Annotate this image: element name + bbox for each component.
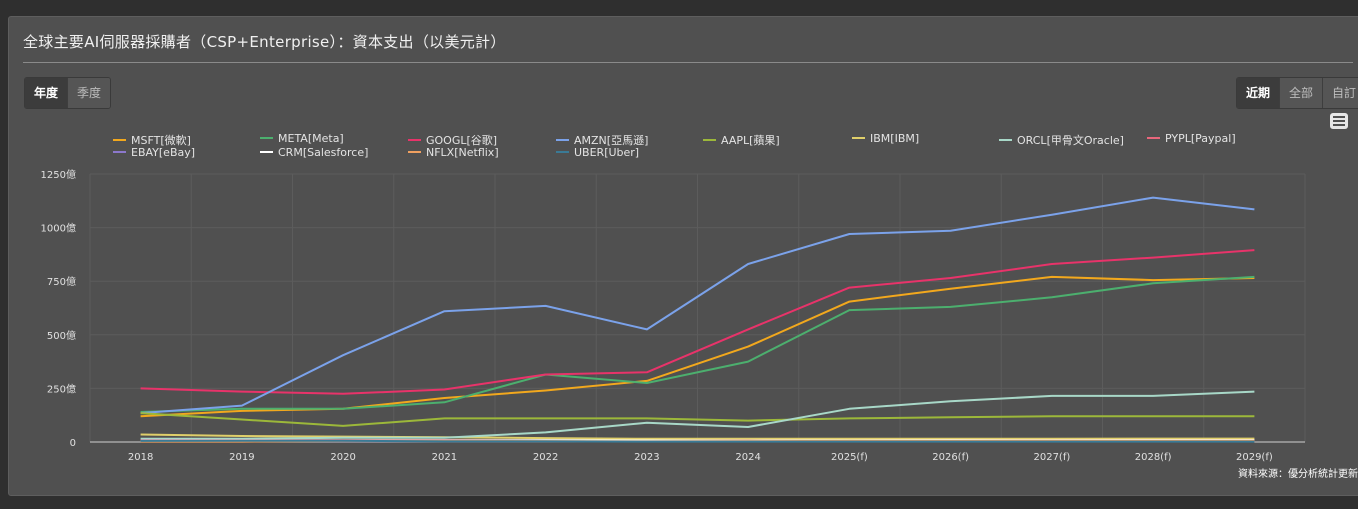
- legend-label: UBER[Uber]: [574, 146, 640, 159]
- legend-label: EBAY[eBay]: [131, 146, 196, 159]
- legend-item[interactable]: AAPL[蘋果]: [703, 132, 780, 148]
- legend-label: GOOGL[谷歌]: [426, 134, 498, 147]
- legend-swatch: [852, 137, 865, 139]
- chart-panel: 全球主要AI伺服器採購者（CSP+Enterprise）：資本支出（以美元計） …: [8, 16, 1358, 496]
- legend-item[interactable]: IBM[IBM]: [852, 132, 919, 145]
- legend-item[interactable]: EBAY[eBay]: [113, 146, 195, 159]
- y-tick-label: 750億: [47, 275, 76, 288]
- x-tick-label: 2029(f): [1236, 452, 1273, 463]
- legend-label: IBM[IBM]: [870, 132, 920, 145]
- legend-label: AMZN[亞馬遜]: [574, 134, 649, 147]
- legend-item[interactable]: CRM[Salesforce]: [260, 146, 368, 159]
- range-recent-button[interactable]: 近期: [1237, 78, 1281, 108]
- legend-swatch: [556, 139, 569, 141]
- series-line-11: [140, 439, 1255, 443]
- legend-swatch: [113, 139, 126, 141]
- source-note: 資料來源：優分析統計更新: [1238, 469, 1358, 480]
- legend-item[interactable]: PYPL[Paypal]: [1147, 132, 1236, 145]
- period-annual-button[interactable]: 年度: [25, 78, 69, 108]
- range-toggle: 近期 全部 自訂: [1236, 77, 1358, 109]
- x-tick-label: 2018: [128, 452, 153, 463]
- title-divider: [23, 62, 1353, 63]
- legend-item[interactable]: NFLX[Netflix]: [408, 146, 499, 159]
- legend-swatch: [1147, 137, 1160, 139]
- x-tick-label: 2027(f): [1033, 452, 1070, 463]
- y-tick-label: 1250億: [41, 168, 76, 181]
- series-line-4: [140, 412, 1255, 427]
- y-tick-label: 1000億: [41, 222, 76, 235]
- legend-label: AAPL[蘋果]: [721, 134, 780, 147]
- legend-swatch: [113, 151, 126, 153]
- legend-swatch: [260, 151, 273, 153]
- series-line-1: [140, 275, 1255, 413]
- legend-item[interactable]: ORCL[甲骨文Oracle]: [999, 132, 1124, 148]
- legend-item[interactable]: META[Meta]: [260, 132, 344, 145]
- x-tick-label: 2024: [735, 452, 760, 463]
- x-tick-label: 2025(f): [831, 452, 868, 463]
- legend-label: CRM[Salesforce]: [278, 146, 369, 159]
- x-tick-label: 2019: [229, 452, 254, 463]
- legend-swatch: [408, 139, 421, 141]
- y-tick-label: 500億: [47, 329, 76, 342]
- chart-menu-icon[interactable]: [1330, 113, 1348, 129]
- period-toggle: 年度 季度: [24, 77, 112, 109]
- legend-swatch: [703, 139, 716, 141]
- series-line-3: [140, 196, 1255, 415]
- legend-item[interactable]: MSFT[微軟]: [113, 132, 191, 148]
- series-line-2: [140, 249, 1255, 395]
- legend-swatch: [260, 137, 273, 139]
- x-tick-label: 2026(f): [932, 452, 969, 463]
- legend-item[interactable]: UBER[Uber]: [556, 146, 639, 159]
- series-line-6: [140, 390, 1255, 440]
- x-tick-label: 2022: [533, 452, 558, 463]
- legend-label: NFLX[Netflix]: [426, 146, 499, 159]
- x-tick-label: 2020: [330, 452, 355, 463]
- y-tick-label: 0: [70, 438, 76, 449]
- range-custom-button[interactable]: 自訂: [1323, 78, 1358, 108]
- legend-swatch: [556, 151, 569, 153]
- x-tick-label: 2023: [634, 452, 659, 463]
- x-tick-label: 2028(f): [1135, 452, 1172, 463]
- range-all-button[interactable]: 全部: [1280, 78, 1324, 108]
- legend-item[interactable]: GOOGL[谷歌]: [408, 132, 497, 148]
- period-quarterly-button[interactable]: 季度: [68, 78, 111, 108]
- legend-swatch: [408, 151, 421, 153]
- legend-swatch: [999, 139, 1012, 141]
- page-title: 全球主要AI伺服器採購者（CSP+Enterprise）：資本支出（以美元計）: [23, 33, 506, 51]
- legend-item[interactable]: AMZN[亞馬遜]: [556, 132, 648, 148]
- series-line-5: [140, 433, 1255, 440]
- legend-label: META[Meta]: [278, 132, 344, 145]
- y-tick-label: 250億: [47, 382, 76, 395]
- legend-label: ORCL[甲骨文Oracle]: [1017, 134, 1124, 147]
- legend-label: MSFT[微軟]: [131, 134, 191, 147]
- legend-label: PYPL[Paypal]: [1165, 132, 1236, 145]
- x-tick-label: 2021: [432, 452, 457, 463]
